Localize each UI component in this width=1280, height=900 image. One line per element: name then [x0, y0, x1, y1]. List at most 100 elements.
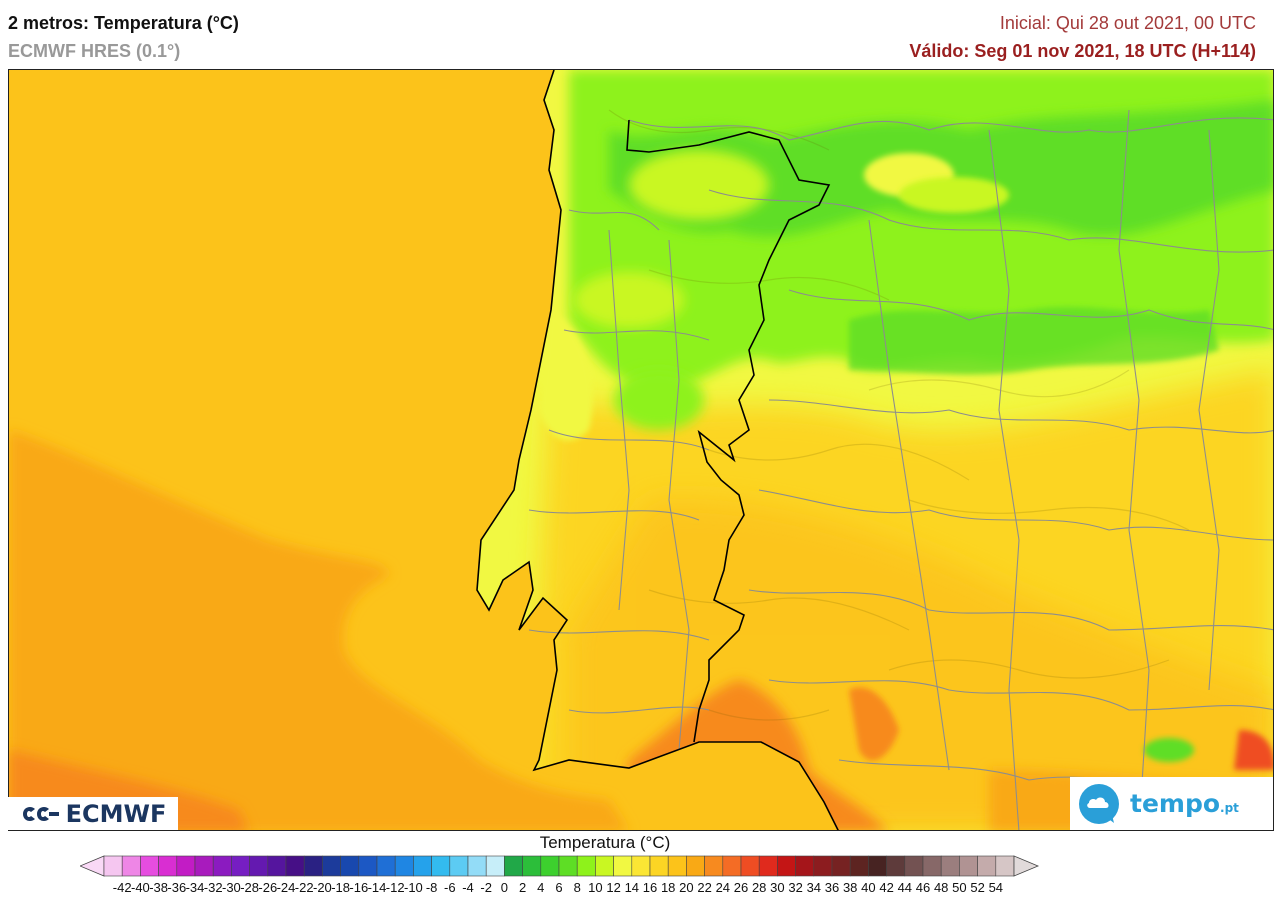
legend-under-arrow	[80, 855, 105, 877]
map-canvas	[9, 70, 1273, 830]
legend-swatch	[686, 855, 705, 877]
legend-swatch	[376, 855, 396, 877]
ocean-warm-area	[9, 430, 628, 830]
legend-tick: -2	[480, 880, 492, 895]
legend-swatch	[358, 855, 378, 877]
legend-tick: 4	[537, 880, 545, 895]
legend-swatch	[103, 855, 123, 877]
legend-tick: 10	[588, 880, 603, 895]
legend-swatch	[449, 855, 469, 877]
color-legend	[80, 855, 1040, 877]
legend-tick: 16	[642, 880, 658, 895]
legend-swatch	[740, 855, 760, 877]
legend-tick: 50	[952, 880, 967, 895]
legend-title: Temperatura (°C)	[539, 833, 671, 852]
legend-tick: -18	[331, 880, 350, 895]
legend-tick: 26	[733, 880, 749, 895]
legend-tick: 2	[518, 880, 527, 895]
legend-tick: 30	[770, 880, 785, 895]
legend-swatch	[849, 855, 869, 877]
legend-swatch	[249, 855, 269, 877]
legend-tick: -20	[312, 880, 332, 895]
legend-swatch	[285, 855, 305, 877]
legend-swatch	[777, 855, 796, 877]
legend-tick-labels: -42 -40 -38 -36 -34 -32 -30 -28 -26 -24 -22 -20 -18-…	[0, 880, 1280, 900]
tempo-wordmark: tempo.pt	[1130, 789, 1239, 818]
legend-swatch	[303, 855, 323, 877]
legend-tick: -36	[167, 880, 187, 895]
legend-tick: -8	[425, 880, 438, 895]
legend-swatch	[231, 855, 250, 877]
legend-tick: -16	[349, 880, 369, 895]
legend-tick: -32	[203, 880, 223, 895]
legend-tick: -24	[276, 880, 296, 895]
legend-tick: 38	[842, 880, 858, 895]
legend-swatch	[431, 855, 451, 877]
legend-tick: 14	[624, 880, 640, 895]
legend-swatch	[413, 855, 432, 877]
legend-tick: -34	[185, 880, 205, 895]
legend-tick: 52	[970, 880, 985, 895]
legend-swatch	[667, 855, 687, 877]
legend-tick: -26	[258, 880, 278, 895]
legend-tick: 6	[555, 880, 563, 895]
legend-tick: 8	[573, 880, 581, 895]
legend-tick: 42	[879, 880, 894, 895]
region-borders	[528, 109, 1273, 830]
legend-swatch	[540, 855, 560, 877]
coastline	[476, 70, 839, 830]
legend-swatch	[467, 855, 487, 877]
legend-swatch	[940, 855, 960, 877]
legend-swatch	[813, 855, 833, 877]
legend-swatch	[194, 855, 214, 877]
legend-tick: -28	[240, 880, 259, 895]
model-label: ECMWF HRES (0.1°)	[8, 41, 181, 61]
legend-tick: 46	[915, 880, 931, 895]
legend-swatch	[868, 855, 887, 877]
legend-tick: 20	[679, 880, 694, 895]
legend-swatch	[212, 855, 232, 877]
legend-tick: -4	[462, 880, 474, 895]
legend-swatch	[649, 855, 669, 877]
legend-swatch	[340, 855, 360, 877]
legend-swatch	[158, 855, 178, 877]
legend-swatch	[140, 855, 159, 877]
tempo-logo: tempo.pt	[1070, 777, 1273, 830]
legend-swatch	[576, 855, 596, 877]
legend-swatch	[394, 855, 414, 877]
run-init-time: Inicial: Qui 28 out 2021, 00 UTC	[999, 13, 1256, 33]
legend-tick: 28	[751, 880, 767, 895]
legend-tick: 36	[824, 880, 840, 895]
ecmwf-logo: ECMWF	[7, 797, 178, 830]
legend-swatch	[631, 855, 651, 877]
legend-swatch	[322, 855, 341, 877]
temperature-map[interactable]	[8, 69, 1274, 831]
legend-swatch	[121, 855, 141, 877]
legend-swatch	[595, 855, 614, 877]
legend-swatch	[922, 855, 942, 877]
legend-tick: 18	[660, 880, 676, 895]
legend-tick: -42	[112, 880, 132, 895]
legend-swatch	[176, 855, 196, 877]
run-valid-time: Válido: Seg 01 nov 2021, 18 UTC (H+114)	[909, 41, 1256, 61]
legend-tick: -10	[403, 880, 423, 895]
legend-swatch	[704, 855, 724, 877]
legend-tick: -30	[221, 880, 241, 895]
legend-over-arrow	[1013, 855, 1040, 877]
legend-tick: -40	[130, 880, 150, 895]
tempo-cloud-icon	[1079, 783, 1119, 824]
legend-swatch	[613, 855, 633, 877]
portugal-border	[626, 119, 831, 743]
legend-swatch	[758, 855, 778, 877]
legend-tick: -14	[367, 880, 387, 895]
legend-tick: 44	[897, 880, 913, 895]
legend-swatch	[504, 855, 523, 877]
legend-swatch	[977, 855, 997, 877]
legend-tick: 12	[606, 880, 621, 895]
chart-title: 2 metros: Temperatura (°C)	[8, 13, 239, 33]
legend-tick: 24	[715, 880, 731, 895]
legend-tick: 34	[806, 880, 822, 895]
legend-swatch	[995, 855, 1015, 877]
legend-tick: -12	[385, 880, 405, 895]
legend-swatch	[959, 855, 978, 877]
